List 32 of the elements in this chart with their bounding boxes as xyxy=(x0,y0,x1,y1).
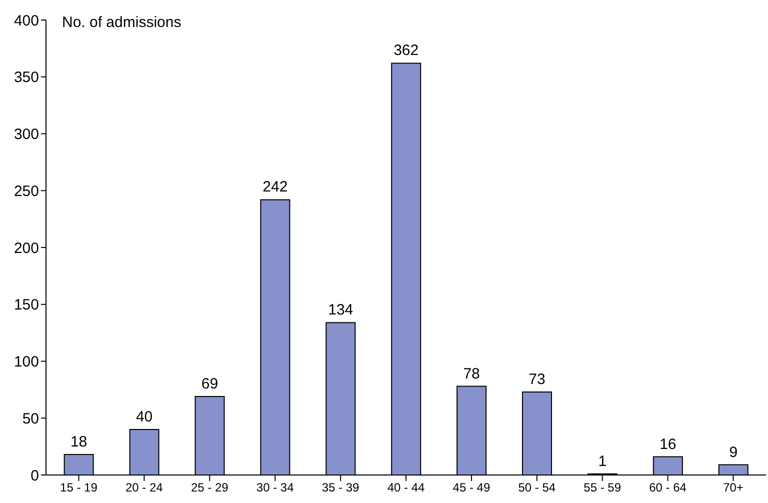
x-tick-label: 30 - 34 xyxy=(256,480,294,495)
y-tick-label: 300 xyxy=(14,126,39,144)
x-tick-label: 55 - 59 xyxy=(584,480,622,495)
x-tick-label: 60 - 64 xyxy=(649,480,687,495)
x-tick-label: 45 - 49 xyxy=(452,480,490,495)
y-tick-label: 250 xyxy=(14,182,39,200)
y-tick-label: 0 xyxy=(30,467,39,484)
x-tick-label: 25 - 29 xyxy=(190,480,229,495)
y-tick-label: 50 xyxy=(22,410,39,428)
x-tick-label: 15 - 19 xyxy=(60,480,98,495)
x-tick-label: 50 - 54 xyxy=(518,480,556,495)
data-label: 362 xyxy=(394,42,419,60)
y-tick-label: 100 xyxy=(14,354,39,371)
x-tick-label: 40 - 44 xyxy=(387,480,426,495)
y-tick-label: 400 xyxy=(14,12,39,30)
data-label: 134 xyxy=(328,302,354,319)
data-label: 73 xyxy=(528,370,546,388)
x-tick-label: 20 - 24 xyxy=(126,480,164,495)
data-label: 1 xyxy=(598,452,607,470)
data-label: 242 xyxy=(262,178,288,196)
y-axis-title: No. of admissions xyxy=(62,14,182,31)
y-tick-label: 350 xyxy=(14,69,39,86)
y-tick-label: 200 xyxy=(14,240,39,257)
data-label: 16 xyxy=(660,436,676,453)
y-tick-label: 150 xyxy=(14,296,39,314)
x-tick-label: 70+ xyxy=(723,480,744,495)
data-label: 78 xyxy=(463,365,480,382)
data-label: 40 xyxy=(136,408,153,426)
data-label: 9 xyxy=(729,444,738,461)
data-label: 18 xyxy=(70,434,88,451)
x-tick-label: 35 - 39 xyxy=(322,480,360,495)
data-label: 69 xyxy=(201,376,218,393)
